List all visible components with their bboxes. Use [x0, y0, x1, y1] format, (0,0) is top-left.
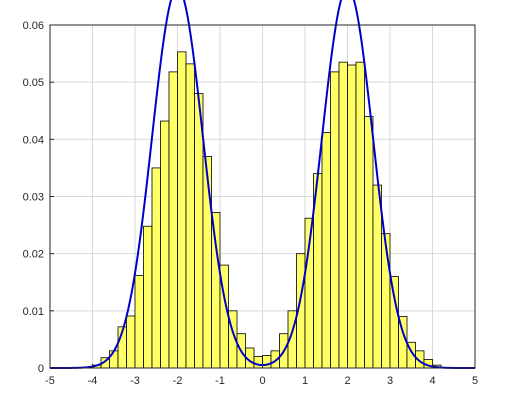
x-tick-label: -2 [173, 375, 183, 387]
histogram-bar [151, 167, 161, 369]
histogram-bar [372, 184, 382, 369]
histogram-bar [381, 233, 391, 369]
y-tick-label: 0.01 [23, 306, 44, 318]
histogram-bar [347, 64, 357, 369]
histogram-bar [143, 225, 153, 369]
histogram-bars [83, 51, 450, 369]
x-tick-label: 0 [259, 375, 265, 387]
histogram-bar [338, 61, 348, 369]
x-tick-label: 5 [472, 375, 478, 387]
histogram-bar [330, 71, 340, 369]
y-tick-label: 0 [38, 363, 44, 375]
x-tick-label: -4 [88, 375, 98, 387]
histogram-bar [389, 276, 399, 369]
x-tick-label: 4 [429, 375, 435, 387]
histogram-bar [321, 132, 331, 369]
histogram-bar [160, 120, 170, 369]
histogram-bar [364, 116, 374, 369]
histogram-bar [202, 156, 212, 369]
y-tick-label: 0.06 [23, 20, 44, 32]
x-axis-ticks: -5 -4 -3 -2 -1 0 1 2 3 4 5 [45, 364, 478, 387]
histogram-bar [126, 315, 136, 369]
x-tick-label: -5 [45, 375, 55, 387]
histogram-bar [262, 355, 272, 369]
histogram-bar [134, 274, 144, 369]
x-tick-label: 1 [302, 375, 308, 387]
histogram-bar [109, 350, 119, 369]
x-tick-label: -1 [215, 375, 225, 387]
x-tick-label: 2 [344, 375, 350, 387]
x-tick-label: -3 [130, 375, 140, 387]
histogram-bar [168, 71, 178, 369]
histogram-bar [211, 212, 221, 369]
y-tick-label: 0.02 [23, 249, 44, 261]
histogram-bar [355, 61, 365, 369]
histogram-bar [253, 356, 263, 369]
y-tick-label: 0.03 [23, 192, 44, 204]
y-tick-label: 0.05 [23, 77, 44, 89]
x-tick-label: 3 [387, 375, 393, 387]
y-tick-label: 0.04 [23, 134, 44, 146]
y-axis-ticks: 0 0.01 0.02 0.03 0.04 0.05 0.06 [23, 20, 54, 375]
histogram-bar [185, 63, 195, 369]
histogram-bar [177, 51, 187, 369]
